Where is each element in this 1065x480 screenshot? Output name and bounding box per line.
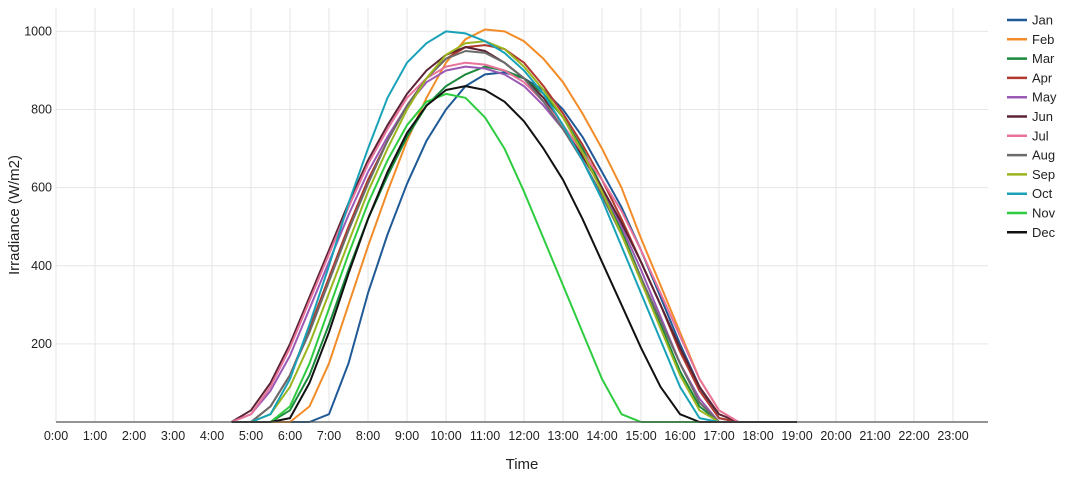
x-tick-label: 20:00 [820,429,851,443]
legend-label: Jul [1032,128,1049,143]
x-tick-label: 12:00 [508,429,539,443]
x-tick-labels: 0:00 1:00 2:00 3:00 4:00 5:00 6:00 7:00 8:00 9:00… [44,429,969,443]
x-tick-label: 13:00 [547,429,578,443]
legend-label: Aug [1032,148,1055,163]
x-tick-label: 14:00 [586,429,617,443]
series-line-apr [231,44,797,423]
x-tick-label: 16:00 [664,429,695,443]
x-tick-label: 11:00 [470,429,500,443]
x-tick-label: 9:00 [395,429,419,443]
x-tick-label: 21:00 [859,429,890,443]
x-tick-label: 22:00 [898,429,929,443]
x-tick-label: 19:00 [781,429,812,443]
x-tick-label: 8:00 [356,429,380,443]
legend-label: May [1032,90,1057,105]
y-tick-label: 400 [31,259,52,273]
series-line-aug [231,50,797,423]
legend-label: Jan [1032,13,1053,28]
series-line-nov [231,92,797,423]
x-tick-label: 10:00 [430,429,461,443]
series-line-oct [231,30,797,423]
legend-label: Feb [1032,32,1054,47]
x-tick-label: 7:00 [317,429,341,443]
x-tick-label: 17:00 [703,429,734,443]
x-tick-label: 6:00 [278,429,302,443]
y-tick-label: 200 [31,337,52,351]
series-lines [230,28,797,423]
x-tick-label: 4:00 [200,429,224,443]
series-line-dec [231,85,797,423]
y-tick-label: 600 [31,181,52,195]
y-tick-label: 1000 [24,24,52,38]
legend-label: Sep [1032,167,1055,182]
x-tick-label: 5:00 [239,429,263,443]
x-tick-label: 18:00 [742,429,773,443]
grid [55,8,988,422]
x-tick-label: 0:00 [44,429,68,443]
legend-label: Apr [1032,70,1053,85]
x-tick-label: 3:00 [161,429,185,443]
x-tick-label: 1:00 [83,429,107,443]
series-line-jan [231,71,797,423]
series-line-may [231,65,797,423]
y-tick-labels: 200 400 600 800 1000 [24,24,52,350]
x-tick-label: 2:00 [122,429,146,443]
legend-label: Nov [1032,206,1056,221]
legend: Jan Feb Mar Apr May Jun Jul Aug Sep Oct Nov Dec [1007,13,1057,240]
series-line-jul [231,61,797,423]
x-axis-title: Time [506,456,539,473]
y-axis-title: Irradiance (W/m2) [6,155,23,275]
series-line-mar [231,65,797,423]
y-tick-label: 800 [31,103,52,117]
legend-label: Oct [1032,186,1053,201]
series-line-sep [231,40,797,423]
x-tick-label: 15:00 [625,429,656,443]
legend-label: Dec [1032,225,1056,240]
x-tick-label: 23:00 [937,429,968,443]
legend-label: Mar [1032,51,1055,66]
legend-label: Jun [1032,109,1053,124]
